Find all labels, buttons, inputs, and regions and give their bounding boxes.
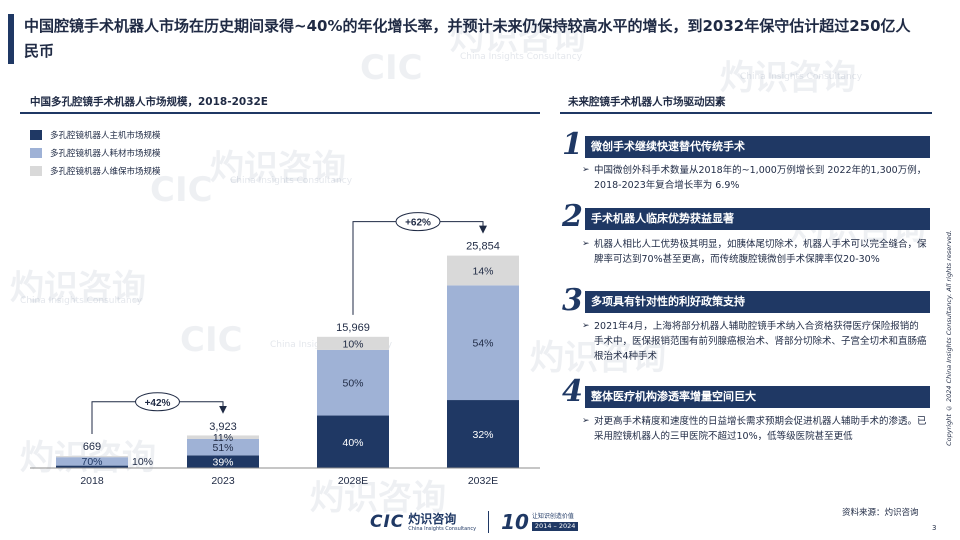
- driver-text: 中国微创外科手术数量从2018年的~1,000万例增长到 2022年的1,300…: [582, 163, 927, 193]
- legend-swatch: [30, 148, 42, 158]
- segment-label: 39%: [212, 457, 233, 469]
- category-label: 2023: [211, 475, 235, 487]
- driver-title: 微创手术继续快速替代传统手术: [585, 136, 930, 158]
- section-divider: [560, 112, 932, 114]
- bar-segment: [56, 465, 128, 468]
- driver-number: 3: [562, 283, 583, 318]
- category-label: 2018: [80, 475, 104, 487]
- driver-title: 整体医疗机构渗透率增量空间巨大: [585, 386, 930, 408]
- cic-logo: CIC: [370, 512, 405, 532]
- legend-label: 多孔腔镜机器人维保市场规模: [50, 167, 161, 177]
- bar-segment: [317, 336, 389, 350]
- segment-label: 14%: [472, 265, 493, 277]
- segment-label: 10%: [132, 456, 153, 468]
- segment-label: 70%: [81, 456, 102, 468]
- segment-label: 11%: [213, 432, 233, 444]
- driver-text: 机器人相比人工优势极其明显，如胰体尾切除术，机器人手术可以完全缝合，保脾率可达到…: [582, 237, 927, 267]
- legend-swatch: [30, 166, 42, 176]
- watermark: China Insights Consultancy: [740, 72, 863, 82]
- total-label: 15,969: [336, 322, 370, 334]
- legend-label: 多孔腔镜机器人耗材市场规模: [50, 149, 161, 159]
- brand-name-en: China Insights Consultancy: [408, 525, 477, 532]
- bar-segment: [447, 285, 519, 401]
- segment-label: 40%: [342, 437, 363, 449]
- total-label: 3,923: [209, 421, 237, 433]
- footer-divider: [488, 511, 490, 533]
- bar-segment: [56, 456, 128, 458]
- chart-section-title: 中国多孔腔镜手术机器人市场规模，2018-2032E: [30, 96, 268, 108]
- anniversary-years: 2014 – 2024: [531, 522, 579, 531]
- driver-number: 2: [562, 199, 583, 234]
- market-size-chart: 20%70%10%669201839%51%11%3,923202340%50%…: [30, 212, 540, 487]
- bar-segment: [187, 438, 259, 456]
- segment-label: 32%: [472, 429, 493, 441]
- source-note: 资料来源：灼识咨询: [842, 508, 919, 518]
- legend-item: 多孔腔镜机器人维保市场规模: [30, 162, 161, 180]
- total-label: 25,854: [466, 241, 500, 253]
- driver-title: 手术机器人临床优势获益显著: [585, 208, 930, 230]
- total-label: 669: [83, 441, 101, 453]
- legend-swatch: [30, 130, 42, 140]
- segment-label: 51%: [212, 442, 233, 454]
- growth-label: +42%: [145, 398, 171, 409]
- driver-text: 2021年4月，上海将部分机器人辅助腔镜手术纳入合资格获得医疗保险报销的手术中，…: [582, 319, 927, 364]
- growth-badge: [135, 392, 180, 412]
- segment-label: 10%: [342, 338, 363, 350]
- section-divider: [20, 112, 540, 114]
- bar-segment: [447, 400, 519, 468]
- driver-title: 多项具有针对性的利好政策支持: [585, 291, 930, 313]
- driver-number: 1: [562, 127, 583, 162]
- category-label: 2032E: [468, 475, 498, 487]
- anniversary-number: 10: [501, 510, 529, 534]
- brand-name: 灼识咨询 China Insights Consultancy: [408, 511, 477, 532]
- footer-logo: CIC 灼识咨询 China Insights Consultancy 10 让…: [370, 510, 579, 534]
- bar-segment: [317, 415, 389, 468]
- growth-label: +62%: [405, 218, 431, 229]
- bar-segment: [187, 435, 259, 439]
- brand-name-cn: 灼识咨询: [408, 511, 457, 526]
- legend-item: 多孔腔镜机器人主机市场规模: [30, 126, 161, 144]
- bar-segment: [447, 255, 519, 286]
- legend-label: 多孔腔镜机器人主机市场规模: [50, 131, 161, 141]
- legend-item: 多孔腔镜机器人耗材市场规模: [30, 144, 161, 162]
- anniversary-text: 让知识创造价值 2014 – 2024: [531, 513, 579, 531]
- anniversary-slogan: 让知识创造价值: [531, 513, 574, 520]
- category-label: 2028E: [338, 475, 368, 487]
- page-title: 中国腔镜手术机器人市场在历史期间录得~40%的年化增长率，并预计未来仍保持较高水…: [24, 17, 911, 60]
- driver-number: 4: [562, 374, 583, 409]
- bar-segment: [317, 349, 389, 416]
- bar-segment: [56, 457, 128, 466]
- driver-text: 对更高手术精度和速度性的日益增长需求预期会促进机器人辅助手术的渗透。已采用腔镜机…: [582, 414, 927, 444]
- copyright-note: Copyright © 2024 China Insights Consulta…: [945, 230, 953, 446]
- growth-badge: [395, 212, 441, 232]
- bar-segment: [187, 455, 259, 468]
- title-accent-bar: [8, 14, 14, 64]
- segment-label: 54%: [472, 338, 493, 350]
- anniversary-badge: 10 让知识创造价值 2014 – 2024: [501, 510, 579, 534]
- drivers-section-title: 未来腔镜手术机器人市场驱动因素: [568, 96, 726, 108]
- page-number: 3: [932, 524, 937, 532]
- chart-legend: 多孔腔镜机器人主机市场规模 多孔腔镜机器人耗材市场规模 多孔腔镜机器人维保市场规…: [30, 126, 161, 180]
- segment-label: 50%: [342, 378, 363, 390]
